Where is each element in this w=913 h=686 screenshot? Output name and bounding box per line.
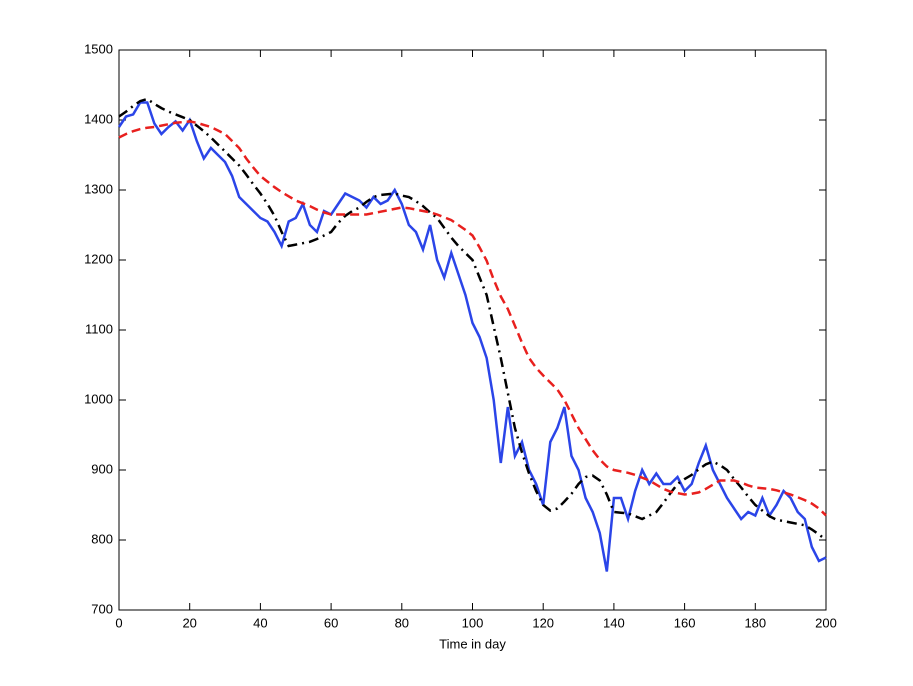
x-tick-label: 120 <box>532 615 554 630</box>
x-tick-label: 0 <box>115 615 122 630</box>
x-tick-label: 40 <box>253 615 267 630</box>
x-tick-label: 100 <box>462 615 484 630</box>
y-tick-label: 1500 <box>84 41 113 56</box>
y-tick-label: 1100 <box>85 321 113 336</box>
x-tick-label: 140 <box>603 615 625 630</box>
y-tick-label: 700 <box>91 601 113 616</box>
x-tick-label: 80 <box>395 615 409 630</box>
x-tick-label: 180 <box>744 615 766 630</box>
y-tick-label: 1400 <box>84 111 113 126</box>
y-tick-label: 1200 <box>84 251 113 266</box>
y-tick-label: 900 <box>91 461 113 476</box>
x-tick-label: 160 <box>674 615 696 630</box>
plot-frame <box>118 49 827 611</box>
x-tick-label: 20 <box>182 615 196 630</box>
y-tick-label: 800 <box>91 531 113 546</box>
x-axis-label: Time in day <box>439 636 506 651</box>
data-line <box>118 120 827 517</box>
x-tick-label: 60 <box>324 615 338 630</box>
data-line <box>118 97 827 541</box>
y-tick-label: 1300 <box>84 181 113 196</box>
y-tick-label: 1000 <box>84 391 113 406</box>
data-line <box>117 101 827 572</box>
x-tick-label: 200 <box>815 615 837 630</box>
